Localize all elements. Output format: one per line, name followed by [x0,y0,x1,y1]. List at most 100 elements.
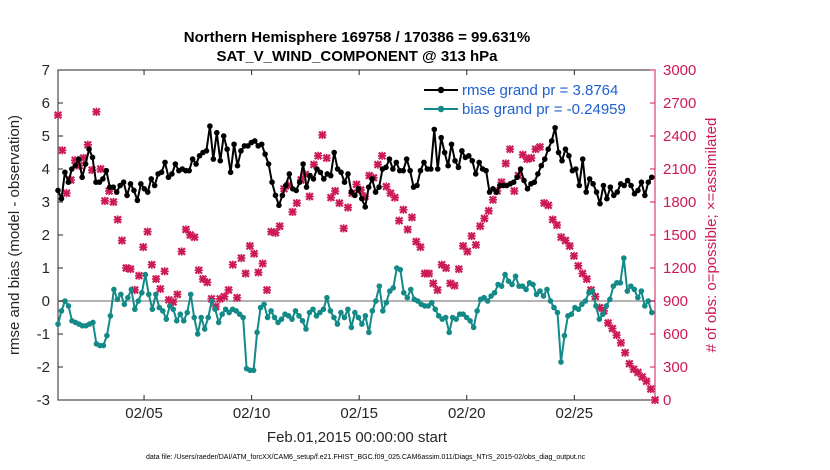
rmse-point [421,159,427,166]
bias-point [397,266,404,273]
bias-point [128,286,135,293]
rmse-point [376,184,382,190]
obs-marker [424,269,434,278]
rmse-point [338,169,344,176]
x-tick-label: 02/15 [340,405,378,422]
obs-marker [463,247,472,256]
bias-point [603,303,610,309]
bias-point [387,288,393,294]
bias-point [166,303,173,309]
rmse-point [624,177,631,184]
rmse-point [251,138,258,144]
rmse-point [113,189,120,195]
bias-point [638,288,645,294]
rmse-point [597,200,603,207]
rmse-point [358,195,365,202]
rmse-point [58,195,65,202]
bias-point [600,311,606,318]
obs-marker [83,140,92,149]
obs-marker [241,269,250,278]
bias-point [474,308,480,314]
obs-marker [450,281,459,290]
rmse-point [279,192,286,199]
obs-marker [373,160,382,169]
bias-point [425,303,432,309]
bias-point [303,326,309,332]
rmse-point [303,184,310,190]
rmse-point [144,189,151,195]
obs-marker [288,207,297,216]
obs-marker [535,142,544,152]
bias-point [407,286,414,293]
rmse-point [452,157,458,164]
rmse-point [372,189,379,195]
bias-point [348,324,355,331]
rmse-point [472,171,479,177]
obs-marker [454,265,463,274]
bias-point [635,294,641,301]
bias-point [366,329,372,336]
rmse-point [162,159,168,166]
obs-marker [109,197,118,207]
bias-point [530,281,536,288]
y-tick-label-right: 3000 [663,62,696,79]
obs-marker [151,274,161,284]
bias-point [498,283,505,289]
chart-title: Northern Hemisphere 169758 / 170386 = 99… [184,29,530,46]
obs-marker [441,263,451,273]
obs-marker [250,249,259,258]
bias-point [104,332,110,339]
bias-point [146,291,152,298]
rmse-point [100,176,106,182]
obs-marker [139,243,148,252]
rmse-point [120,179,127,185]
rmse-point [493,189,500,195]
obs-marker [390,193,399,202]
bias-point [285,313,292,319]
obs-marker [476,222,485,231]
rmse-point [642,192,648,199]
rmse-point [635,187,641,194]
rmse-point [400,167,407,174]
bias-point [310,306,316,313]
y-tick-label-right: 2700 [663,95,696,112]
obs-marker [203,278,212,287]
y-tick-label-right: 0 [663,392,671,409]
obs-marker [147,260,156,269]
bias-point [341,314,348,321]
bias-point [446,329,452,336]
bias-point [624,288,631,294]
rmse-point [538,162,545,169]
bias-point [484,298,491,304]
rmse-point [483,167,489,174]
bias-point [205,314,211,321]
rmse-point [434,166,441,172]
obs-marker [134,271,144,280]
bias-point [460,311,466,318]
bias-point [177,311,184,318]
rmse-point [607,184,614,190]
series-bias [55,255,655,374]
bias-point [180,318,187,324]
obs-marker [339,224,348,233]
rmse-point [586,176,593,182]
rmse-point [545,146,552,152]
bias-point [442,314,449,321]
rmse-point [269,179,275,185]
obs-marker [58,146,67,155]
rmse-point [82,161,89,167]
bias-point [264,314,271,321]
x-tick-label: 02/20 [448,405,486,422]
bias-point [184,309,191,316]
rmse-point [331,149,337,156]
bias-point [198,314,205,321]
obs-marker [156,284,165,293]
bias-point [502,271,508,278]
rmse-point [210,156,217,162]
bias-point [582,298,589,304]
obs-marker [181,225,191,234]
obs-marker [343,203,353,212]
bias-point [226,309,232,316]
bias-point [233,308,239,314]
bias-point [58,308,65,314]
